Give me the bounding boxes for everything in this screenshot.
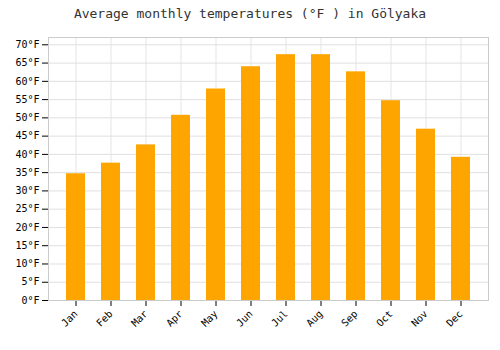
svg-text:Jan: Jan — [59, 308, 80, 329]
svg-text:Sep: Sep — [339, 308, 360, 329]
svg-text:Oct: Oct — [374, 308, 395, 329]
svg-text:Apr: Apr — [164, 308, 185, 329]
svg-text:5°F: 5°F — [21, 276, 39, 287]
svg-text:Aug: Aug — [304, 308, 325, 329]
svg-text:70°F: 70°F — [15, 39, 39, 50]
svg-text:60°F: 60°F — [15, 76, 39, 87]
svg-text:15°F: 15°F — [15, 240, 39, 251]
svg-text:45°F: 45°F — [15, 130, 39, 141]
svg-text:25°F: 25°F — [15, 203, 39, 214]
svg-text:Dec: Dec — [444, 308, 465, 329]
svg-text:May: May — [199, 308, 220, 329]
svg-text:0°F: 0°F — [21, 295, 39, 306]
svg-text:20°F: 20°F — [15, 222, 39, 233]
svg-text:Mar: Mar — [129, 308, 150, 329]
svg-text:35°F: 35°F — [15, 167, 39, 178]
svg-text:40°F: 40°F — [15, 149, 39, 160]
svg-text:55°F: 55°F — [15, 94, 39, 105]
svg-text:Jun: Jun — [234, 308, 255, 329]
svg-text:Feb: Feb — [94, 308, 115, 329]
svg-text:Nov: Nov — [409, 308, 430, 329]
svg-text:50°F: 50°F — [15, 112, 39, 123]
html-text:Average monthly temperatures (: Average monthly temperatures (°F ) in Gö… — [73, 6, 427, 21]
svg-text:30°F: 30°F — [15, 185, 39, 196]
svg-text:Jul: Jul — [269, 308, 290, 329]
svg-text:10°F: 10°F — [15, 258, 39, 269]
svg-text:65°F: 65°F — [15, 57, 39, 68]
